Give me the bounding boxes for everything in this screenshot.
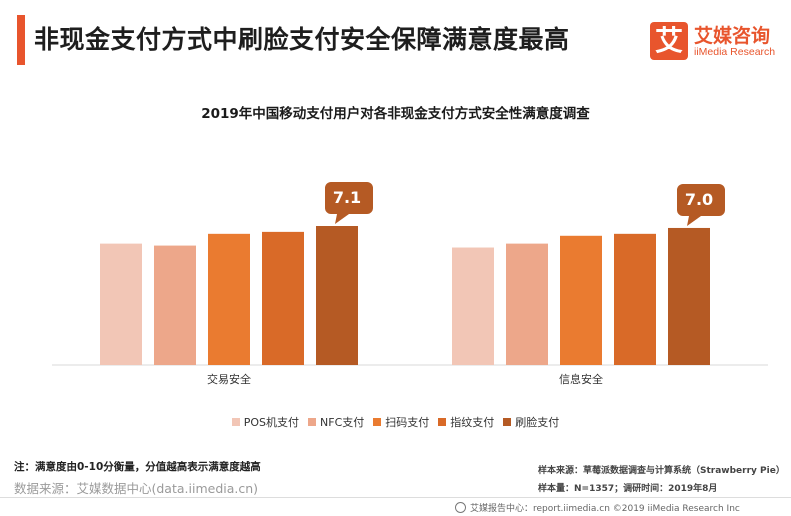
legend-swatch xyxy=(308,418,317,426)
footer: 艾媒报告中心：report.iimedia.cn ©2019 iiMedia R… xyxy=(455,501,740,514)
bar-1-1 xyxy=(506,243,548,365)
x-tick-label: 信息安全 xyxy=(559,372,603,386)
legend-swatch xyxy=(373,418,382,426)
bar-chart: 交易安全 信息安全 7.1 7.0 xyxy=(52,182,768,386)
chart-title: 2019年中国移动支付用户对各非现金支付方式安全性满意度调查 xyxy=(201,106,590,122)
legend-item: NFC支付 xyxy=(308,414,364,430)
callout-value-label: 7.0 xyxy=(685,190,713,209)
bar-1-3 xyxy=(614,233,656,365)
legend-label: 扫码支付 xyxy=(385,416,430,429)
legend-label: NFC支付 xyxy=(320,416,365,429)
legend-swatch xyxy=(231,418,240,426)
bar-0-4 xyxy=(316,226,358,365)
legend-swatch xyxy=(503,418,512,426)
legend-item: 扫码支付 xyxy=(373,414,429,430)
page-title: 非现金支付方式中刷脸支付安全保障满意度最高 xyxy=(34,25,570,54)
legend-item: 刷脸支付 xyxy=(503,414,559,430)
bar-1-0 xyxy=(452,247,494,365)
logo-mark-icon: 艾 xyxy=(650,22,688,60)
x-tick-label: 交易安全 xyxy=(207,372,251,386)
logo-english-name: iiMedia Research xyxy=(694,46,776,58)
bar-0-1 xyxy=(154,245,196,365)
iimedia-logo: 艾 艾媒咨询 iiMedia Research xyxy=(650,22,790,62)
bar-0-3 xyxy=(262,231,304,365)
value-callout-0: 7.1 xyxy=(325,182,373,224)
legend-label: 指纹支付 xyxy=(450,416,495,429)
data-source: 数据来源：艾媒数据中心(data.iimedia.cn) xyxy=(14,481,259,496)
footer-divider xyxy=(0,497,791,498)
legend-swatch xyxy=(438,418,447,426)
footer-text: 艾媒报告中心：report.iimedia.cn ©2019 iiMedia R… xyxy=(470,504,740,514)
sample-source: 样本来源：草莓派数据调查与计算系统（Strawberry Pie） xyxy=(538,466,785,476)
legend-item: POS机支付 xyxy=(231,414,300,430)
legend-label: 刷脸支付 xyxy=(515,416,560,429)
logo-chinese-name: 艾媒咨询 xyxy=(694,25,771,47)
callout-value-label: 7.1 xyxy=(333,188,361,207)
bar-1-2 xyxy=(560,235,602,365)
bar-1-4 xyxy=(668,227,710,365)
sample-size: 样本量：N=1357；调研时间：2019年8月 xyxy=(538,484,718,494)
scale-note: 注：满意度由0-10分衡量，分值越高表示满意度越高 xyxy=(14,461,261,473)
legend-item: 指纹支付 xyxy=(438,414,494,430)
bar-0-2 xyxy=(208,233,250,365)
bar-0-0 xyxy=(100,243,142,365)
chart-legend: POS机支付 NFC支付 扫码支付 指纹支付 刷脸支付 xyxy=(0,414,791,430)
title-accent-bar xyxy=(17,15,25,65)
legend-label: POS机支付 xyxy=(243,416,300,429)
value-callout-1: 7.0 xyxy=(677,183,725,226)
globe-icon xyxy=(455,502,466,513)
